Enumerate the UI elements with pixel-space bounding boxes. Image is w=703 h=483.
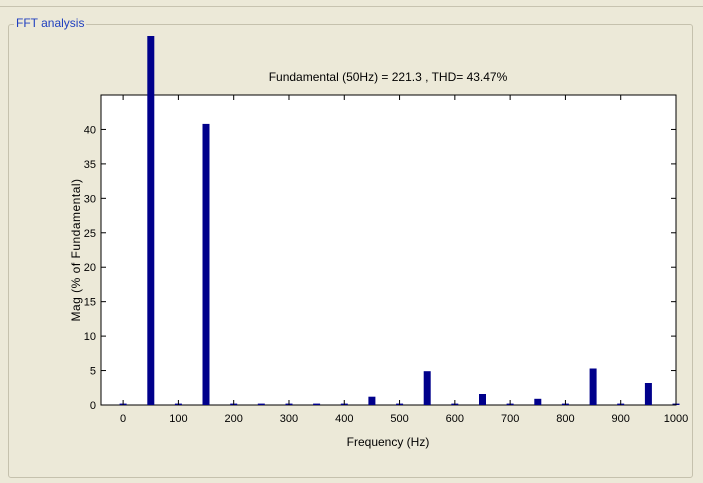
y-tick-label: 15 [84,297,96,309]
bar-450hz [368,396,376,405]
x-axis-label: Frequency (Hz) [347,435,430,449]
x-tick-label: 0 [120,413,126,425]
bar-550hz [423,371,431,405]
bar-150hz [202,123,210,406]
x-tick-label: 400 [335,413,353,425]
y-tick-label: 40 [84,124,96,136]
bar-850hz [589,368,597,405]
y-tick-label: 30 [84,193,96,205]
x-tick-label: 600 [446,413,464,425]
x-tick-label: 500 [390,413,408,425]
bar-950hz [644,383,652,405]
plot-area [100,94,677,406]
x-tick-label: 700 [501,413,519,425]
y-ticks-group: 0 5 10 15 20 25 30 35 40 [84,124,676,412]
y-tick-label: 35 [84,159,96,171]
bar-250hz [257,403,265,405]
x-tick-label: 300 [280,413,298,425]
y-tick-label: 20 [84,262,96,274]
bar-350hz [313,403,321,405]
fft-analysis-panel [8,24,693,478]
bar-750hz [534,398,542,405]
y-tick-label: 25 [84,228,96,240]
y-tick-label: 10 [84,331,96,343]
x-tick-label: 1000 [664,413,688,425]
window-top-border [0,0,703,7]
x-tick-label: 200 [225,413,243,425]
bar-650hz [479,394,486,405]
y-axis-label: Mag (% of Fundamental) [69,178,83,321]
plot-title: Fundamental (50Hz) = 221.3 , THD= 43.47% [269,70,508,84]
panel-legend: FFT analysis [14,16,87,30]
y-tick-label: 5 [90,366,96,378]
x-ticks-group: 0 100 200 300 400 500 600 700 800 900 1000 [120,95,688,425]
x-tick-label: 900 [612,413,630,425]
bar-50hz [147,36,155,405]
x-tick-label: 800 [556,413,574,425]
y-tick-label: 0 [90,400,96,412]
x-tick-label: 100 [169,413,187,425]
